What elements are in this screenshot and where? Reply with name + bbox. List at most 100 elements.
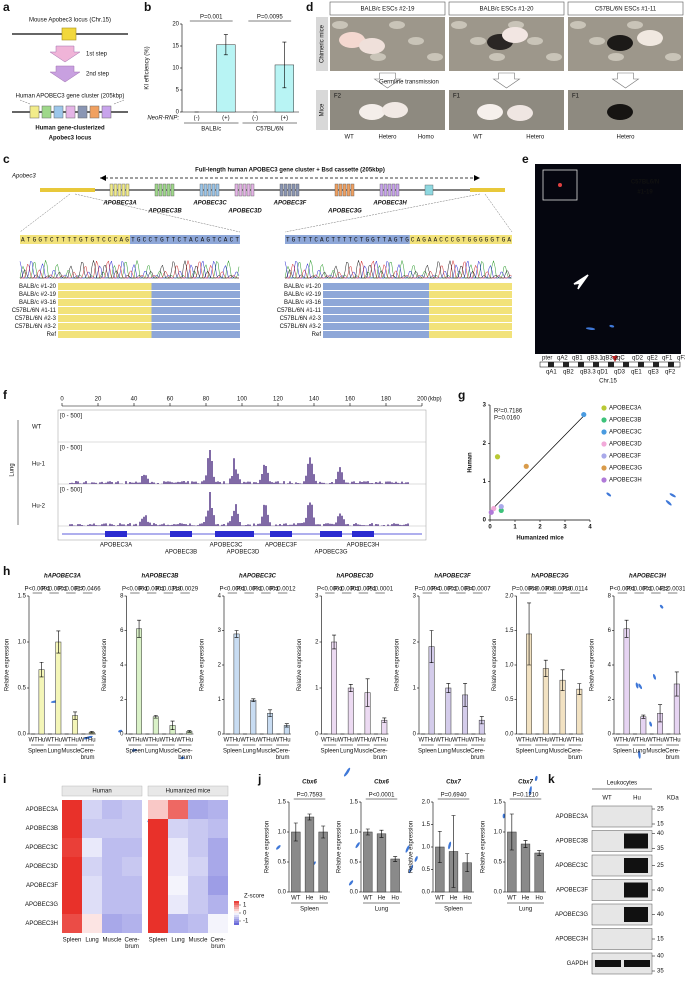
heat-cell [148, 800, 168, 819]
error-bar [365, 828, 370, 836]
error-bar [365, 678, 370, 707]
group-label: Muscle [451, 749, 471, 755]
gene-label: APOBEC3A [100, 543, 132, 549]
x-tick-label: WT [435, 738, 445, 744]
alignment-block [151, 283, 240, 290]
gene-model [105, 531, 127, 537]
track-label: Hu-1 [32, 462, 46, 468]
group-label: Lung [535, 749, 548, 755]
y-tick-label: 2 [483, 441, 487, 447]
x-tick-label: WT [160, 738, 170, 744]
chart-title: hAPOBEC3A [44, 574, 81, 580]
x-tick-label: Hu [428, 738, 436, 744]
p-value: P=0.0012 [270, 587, 297, 593]
sample-label: BALB/c #2-19 [284, 292, 322, 298]
gene-label: APOBEC3G [314, 550, 347, 556]
title: Full-length human APOBEC3 gene cluster +… [195, 168, 385, 174]
gene-label: APOBEC3H [372, 201, 407, 207]
y-tick-label: 0 [608, 732, 612, 738]
p-value: P<0.0001 [626, 587, 653, 593]
gene-label: APOBEC3C [192, 201, 227, 207]
y-tick-label: 6 [120, 628, 124, 634]
heat-cell [102, 914, 122, 933]
protein-label: APOBEC3C [555, 863, 588, 869]
blot-band [595, 960, 621, 967]
marker-label: 40 [657, 831, 664, 837]
alignment-block [429, 299, 512, 306]
band-label: qD1 [597, 370, 609, 376]
alignment-block [429, 291, 512, 298]
error-bar [527, 602, 532, 666]
band-label: qA1 [546, 370, 557, 376]
p-value: P=0.6940 [441, 793, 468, 799]
row-label-box [316, 90, 328, 130]
track-label: Hu-2 [32, 504, 46, 510]
track-frame [57, 409, 427, 541]
p-value: P<0.0001 [24, 587, 51, 593]
point [491, 505, 497, 512]
error-bar [307, 813, 312, 821]
heat-cell [188, 857, 208, 876]
p-value: P=0.0034 [448, 587, 475, 593]
p-value: P=0.0019 [545, 587, 572, 593]
heat-cell [208, 857, 228, 876]
mouse [339, 32, 365, 48]
gene-model [270, 531, 292, 537]
genotype: WT [473, 135, 483, 141]
y-tick-label: 1.0 [350, 830, 359, 836]
heat-cell [82, 800, 102, 819]
p-value: P=0.0007 [465, 587, 492, 593]
error-bar [187, 730, 192, 733]
x-tick-label: 120 [273, 397, 284, 403]
heat-cell [82, 857, 102, 876]
p-value: P=0.0114 [562, 587, 588, 593]
y-tick-label: 0.0 [18, 732, 27, 738]
photo-texture [427, 53, 443, 61]
marker-label: 25 [657, 807, 664, 813]
sample-label: C57BL/6N #1-11 [12, 308, 57, 314]
chromosome [343, 769, 350, 777]
column-label: Muscle [188, 938, 208, 944]
p-value: P=0.0009 [529, 587, 556, 593]
heat-cell [82, 819, 102, 838]
y-tick-label: 1 [218, 697, 222, 703]
photo-texture [546, 53, 562, 61]
y-tick-label: 4 [120, 663, 124, 669]
exon [283, 183, 288, 197]
alignment-block [323, 323, 430, 330]
exon [334, 183, 339, 197]
exon [117, 183, 122, 197]
y-axis-label: Relative expression [409, 821, 415, 873]
group-label: brum [81, 755, 95, 761]
exon [109, 183, 114, 197]
chart-title: hAPOBEC3F [434, 574, 471, 580]
exon [279, 183, 284, 197]
photo [449, 90, 564, 130]
p-value: P=0.001 [200, 15, 223, 21]
group-label: Spleen [223, 749, 242, 755]
chromosome [635, 682, 639, 689]
colorbar [234, 907, 239, 909]
exon [211, 183, 216, 197]
inset [542, 169, 578, 201]
heat-cell [168, 914, 188, 933]
group-label: Muscle [61, 749, 81, 755]
heat-cell [188, 895, 208, 914]
x-tick-label: Hu [525, 738, 533, 744]
protein-label: APOBEC3G [555, 912, 588, 918]
chromosome [665, 500, 672, 506]
exon [166, 183, 171, 197]
group-label: Spleen [126, 749, 145, 755]
exon [125, 183, 130, 197]
y-tick-label: 1.0 [18, 640, 27, 646]
label: 2nd step [86, 72, 110, 78]
band-label: qB1 [572, 356, 583, 362]
colorbar [234, 903, 239, 905]
group-label: Spleen [444, 907, 463, 913]
x-tick-label: Hu [542, 738, 550, 744]
guide [19, 99, 31, 105]
sequence: ATGGTCTTTTGTGTCCCAGTGCCTGTTCTACAGTCACT [21, 237, 239, 244]
x-tick-label: 100 [237, 397, 248, 403]
alignment-block [429, 331, 512, 338]
x-tick-label: Hu [478, 738, 486, 744]
